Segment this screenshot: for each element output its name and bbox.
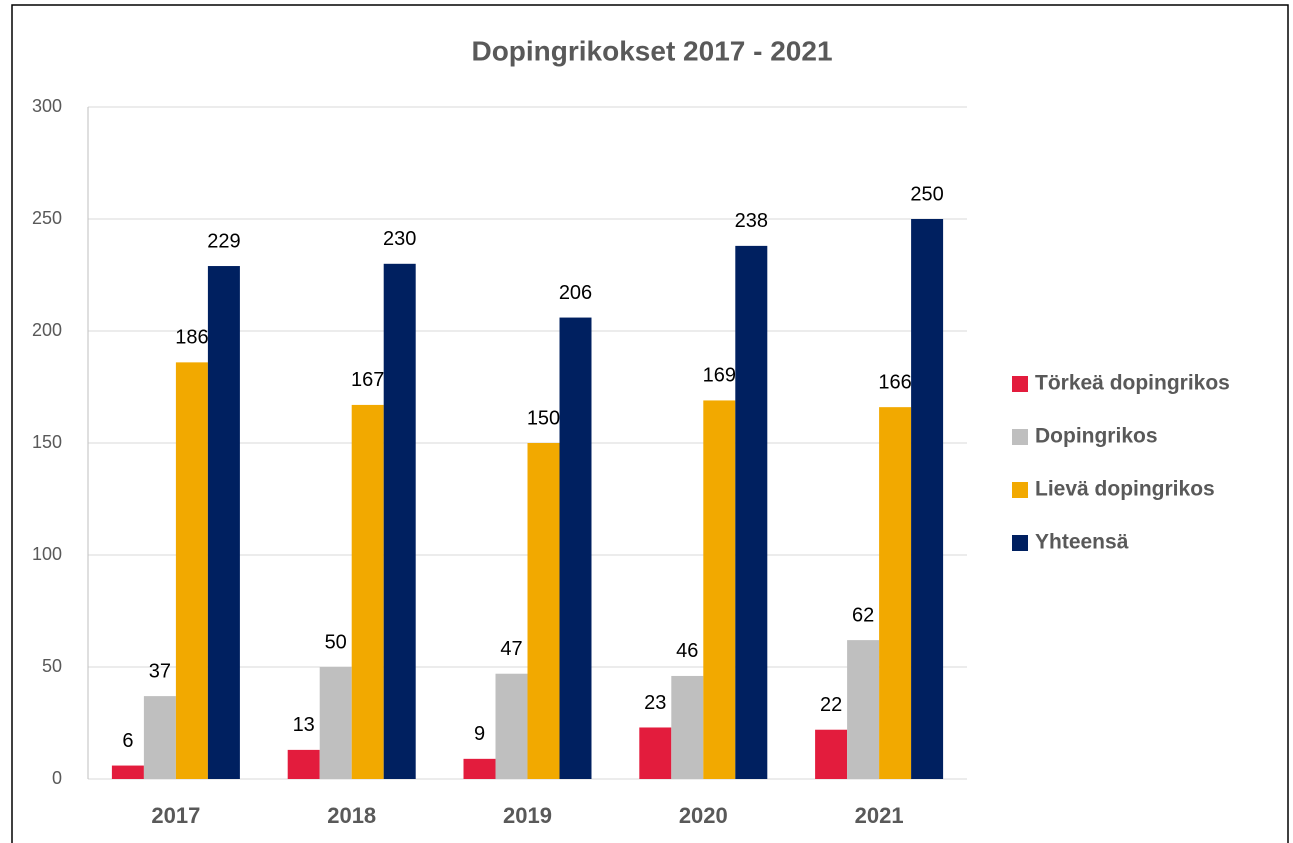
bar [847,640,880,779]
chart-border [11,4,1289,843]
bar [351,404,384,779]
bar [383,263,416,779]
legend-swatch [1012,482,1028,498]
y-tick-label: 100 [32,544,62,564]
value-label: 23 [644,692,666,714]
value-label: 50 [325,631,347,653]
bar [559,317,592,779]
x-tick-label: 2018 [327,803,376,828]
bar [111,765,144,779]
x-tick-label: 2019 [503,803,552,828]
bar [815,729,848,779]
value-label: 9 [474,723,485,745]
bar [527,443,560,779]
y-tick-label: 200 [32,320,62,340]
bar [287,749,320,779]
legend-swatch [1012,429,1028,445]
value-label: 250 [910,183,943,205]
bar [143,696,176,779]
y-tick-label: 0 [52,768,62,788]
x-tick-label: 2021 [855,803,904,828]
legend-label: Dopingrikos [1035,425,1158,448]
value-label: 166 [878,371,911,393]
y-tick-label: 250 [32,208,62,228]
value-label: 47 [500,638,522,660]
value-label: 169 [703,365,736,387]
bar [703,400,736,779]
legend-swatch [1012,535,1028,551]
x-tick-label: 2020 [679,803,728,828]
y-tick-label: 50 [42,656,62,676]
value-label: 13 [293,714,315,736]
legend-label: Törkeä dopingrikos [1035,372,1230,395]
y-tick-label: 300 [32,96,62,116]
legend-label: Lievä dopingrikos [1035,478,1215,501]
legend-swatch [1012,376,1028,392]
value-label: 37 [149,660,171,682]
bar [735,245,768,779]
value-label: 167 [351,369,384,391]
value-label: 62 [852,604,874,626]
value-label: 238 [735,210,768,232]
bar [207,266,240,779]
bar [671,675,704,779]
value-label: 22 [820,694,842,716]
bar [911,219,944,779]
bar [495,673,528,779]
value-label: 229 [207,230,240,252]
bar [879,407,912,779]
legend-label: Yhteensä [1035,531,1129,554]
bar [639,727,672,779]
bar [463,758,496,779]
value-label: 46 [676,640,698,662]
value-label: 230 [383,228,416,250]
value-label: 6 [122,730,133,752]
value-label: 186 [175,327,208,349]
x-tick-label: 2017 [151,803,200,828]
bar [175,362,208,779]
value-label: 150 [527,407,560,429]
bar [319,667,352,779]
value-label: 206 [559,282,592,304]
y-tick-label: 150 [32,432,62,452]
chart-title: Dopingrikokset 2017 - 2021 [471,35,832,66]
